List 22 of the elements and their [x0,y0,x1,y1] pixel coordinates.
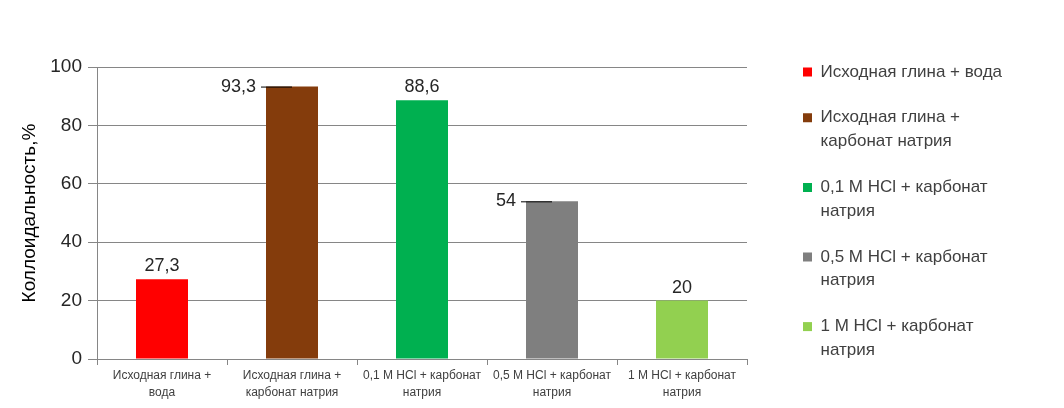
legend-label: 0,5 М HCl + карбонат натрия [820,246,988,290]
y-tick-label: 60 [60,172,82,194]
data-label: 54 [495,190,516,211]
legend-label: Исходная глина + вода [820,61,1003,81]
x-tick-label: 1 М HCl + карбонат натрия [628,367,737,399]
legend-label: 1 М HCl + карбонат натрия [820,316,974,360]
y-tick-label: 0 [71,347,82,369]
y-tick-label: 20 [60,288,82,310]
y-tick-label: 100 [50,55,82,77]
x-tick-label: 0,1 М HCl + карбонат натрия [363,367,482,399]
legend-label: 0,1 М HCl + карбонат натрия [820,177,988,220]
data-label: 20 [671,276,693,297]
y-tick-label: 80 [60,113,82,135]
x-tick-label: Исходная глина + карбонат натрия [242,367,342,399]
data-label: 93,3 [220,75,256,96]
data-label: 88,6 [404,76,440,97]
legend-label: Исходная глина + карбонат натрия [820,107,961,151]
y-axis-title: Коллоидальность,% [17,123,39,303]
data-label: 27,3 [144,255,180,276]
y-tick-label: 40 [60,230,82,252]
x-tick-label: 0,5 М HCl + карбонат натрия [493,367,612,399]
x-tick-label: Исходная глина + вода [112,367,212,399]
